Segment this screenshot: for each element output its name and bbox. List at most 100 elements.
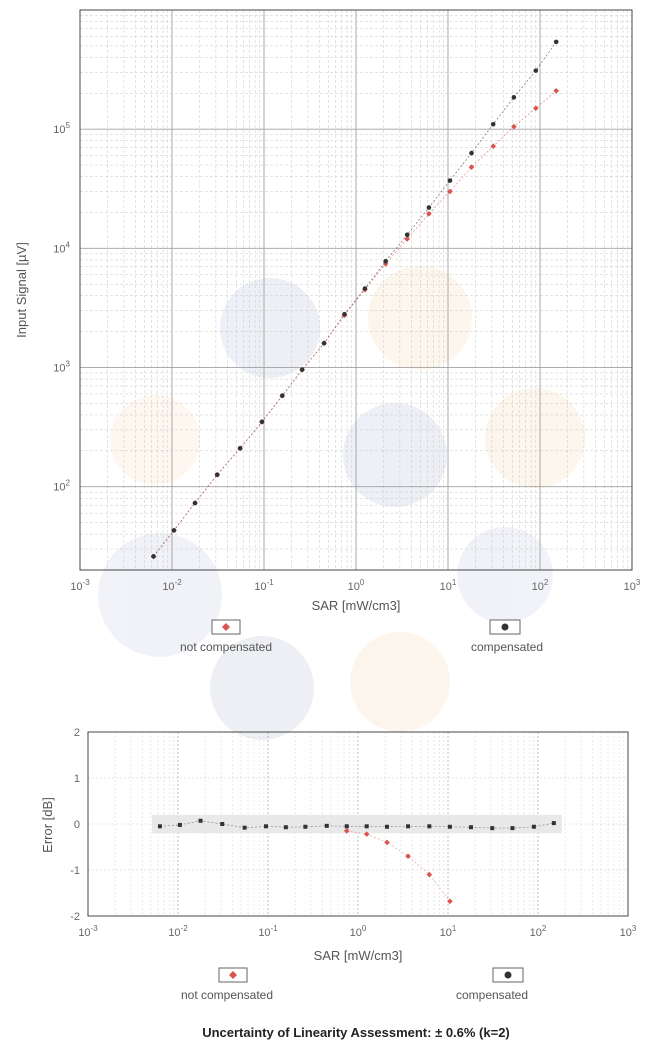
chart2-x-axis-label: SAR [mW/cm3] <box>314 948 403 963</box>
chart1-point-compensated <box>511 95 517 100</box>
diamond-icon <box>222 623 230 631</box>
chart1-legend: not compensated compensated <box>180 619 543 654</box>
chart2-point-not-compensated <box>426 871 433 878</box>
chart1-points <box>150 39 560 560</box>
chart2-point-compensated <box>242 825 247 830</box>
chart2-point-compensated <box>303 824 308 829</box>
chart1-point-compensated <box>259 419 265 425</box>
chart2-y-tick-label: -2 <box>70 911 80 923</box>
chart1-point-not-compensated <box>426 210 432 217</box>
chart1-legend-compensated: compensated <box>471 619 543 654</box>
chart1-point-compensated <box>426 205 432 210</box>
chart2-x-tick-label: 10-2 <box>168 924 188 939</box>
chart1-point-compensated <box>447 178 453 183</box>
chart2-point-not-compensated <box>384 839 390 846</box>
chart2-x-ticks: 10-3 10-2 10-1 100 101 102 103 <box>78 924 637 939</box>
chart1-y-tick-label: 104 <box>53 240 70 255</box>
chart1-point-compensated <box>383 258 388 264</box>
chart1-legend-not-compensated: not compensated <box>180 619 272 654</box>
chart1-point-not-compensated <box>468 164 475 170</box>
chart1-point-compensated <box>553 39 559 45</box>
chart1-y-tick-label: 103 <box>53 360 70 375</box>
watermark <box>98 266 585 740</box>
chart2-line-compensated <box>159 820 554 829</box>
chart1-point-not-compensated <box>490 143 497 149</box>
chart2-legend-label-not-compensated: not compensated <box>181 988 273 1002</box>
chart2-x-tick-label: 10-1 <box>258 924 278 939</box>
chart1-point-not-compensated <box>553 87 560 94</box>
chart1-grid <box>79 10 632 571</box>
chart1-x-tick-label: 10-1 <box>254 578 274 593</box>
chart2-point-compensated <box>406 824 411 829</box>
chart2-point-compensated <box>384 824 389 829</box>
chart2-series-lines <box>159 820 554 902</box>
chart2-point-compensated <box>177 822 182 827</box>
chart1-y-axis-label: Input Signal [µV] <box>14 242 29 338</box>
chart2-point-compensated <box>364 824 369 829</box>
chart2-y-tick-label: -1 <box>70 865 80 877</box>
input-signal-chart: 10-3 10-2 10-1 100 101 102 103 102 103 104 105 SA… <box>14 9 641 654</box>
chart1-point-not-compensated <box>404 236 410 242</box>
figure-caption: Uncertainty of Linearity Assessment: ± 0… <box>202 1025 510 1040</box>
chart1-y-tick-label: 105 <box>53 121 70 136</box>
chart1-point-compensated <box>299 367 305 372</box>
chart2-x-tick-label: 102 <box>530 924 547 939</box>
chart2-uncertainty-band <box>151 814 562 834</box>
chart1-x-tick-label: 103 <box>624 578 641 593</box>
chart2-point-compensated <box>198 818 203 823</box>
chart1-point-compensated <box>171 528 177 533</box>
chart1-line-not-compensated <box>153 90 557 557</box>
chart2-legend: not compensated compensated <box>181 967 528 1002</box>
chart2-point-compensated <box>551 821 556 826</box>
diamond-icon <box>229 971 237 979</box>
chart2-legend-label-compensated: compensated <box>456 988 528 1002</box>
chart2-point-compensated <box>344 824 349 829</box>
chart2-x-tick-label: 103 <box>620 924 637 939</box>
chart1-point-compensated <box>192 500 198 506</box>
chart1-x-tick-label: 10-2 <box>162 578 182 593</box>
chart1-x-tick-label: 10-3 <box>70 578 90 593</box>
chart1-point-compensated <box>214 472 220 478</box>
chart1-plot-area <box>79 9 633 571</box>
chart1-y-tick-label: 102 <box>53 479 70 494</box>
chart1-point-compensated <box>151 554 156 559</box>
chart2-line-not-compensated <box>346 830 451 902</box>
chart1-point-compensated <box>237 445 243 451</box>
chart2-y-tick-label: 0 <box>74 819 80 831</box>
chart1-point-compensated <box>469 150 474 156</box>
chart1-series-lines <box>153 41 557 557</box>
chart2-x-tick-label: 10-3 <box>78 924 98 939</box>
chart2-y-tick-label: 2 <box>74 727 80 739</box>
chart2-points <box>157 818 556 905</box>
chart1-x-tick-label: 102 <box>532 578 549 593</box>
chart2-legend-not-compensated: not compensated <box>181 967 273 1002</box>
chart2-legend-compensated: compensated <box>456 967 528 1002</box>
chart1-y-ticks: 102 103 104 105 <box>53 121 70 494</box>
chart2-point-compensated <box>510 826 515 831</box>
chart1-point-compensated <box>362 286 368 291</box>
chart2-point-compensated <box>283 825 288 830</box>
chart2-y-tick-label: 1 <box>74 773 80 785</box>
chart2-point-compensated <box>263 824 268 829</box>
chart1-point-compensated <box>279 393 285 399</box>
chart2-point-compensated <box>468 825 473 830</box>
chart1-point-compensated <box>404 232 410 238</box>
chart2-point-compensated <box>447 824 452 829</box>
chart1-x-ticks: 10-3 10-2 10-1 100 101 102 103 <box>70 578 641 593</box>
circle-icon <box>501 623 509 631</box>
error-chart: 10-3 10-2 10-1 100 101 102 103 210-1-2 SAR [mW… <box>40 727 637 1002</box>
chart2-point-not-compensated <box>447 898 453 905</box>
chart1-point-compensated <box>533 68 539 73</box>
chart1-x-axis-label: SAR [mW/cm3] <box>312 598 401 613</box>
chart2-point-compensated <box>220 822 225 826</box>
chart2-y-axis-label: Error [dB] <box>40 797 55 853</box>
circle-icon <box>504 971 512 979</box>
chart2-point-compensated <box>427 824 432 829</box>
chart1-legend-label-compensated: compensated <box>471 640 543 654</box>
chart1-x-tick-label: 100 <box>348 578 365 593</box>
chart1-point-compensated <box>490 121 496 127</box>
chart2-point-not-compensated <box>363 831 370 837</box>
chart2-point-compensated <box>490 826 495 831</box>
chart1-point-not-compensated <box>511 123 517 130</box>
chart2-point-compensated <box>157 824 162 829</box>
